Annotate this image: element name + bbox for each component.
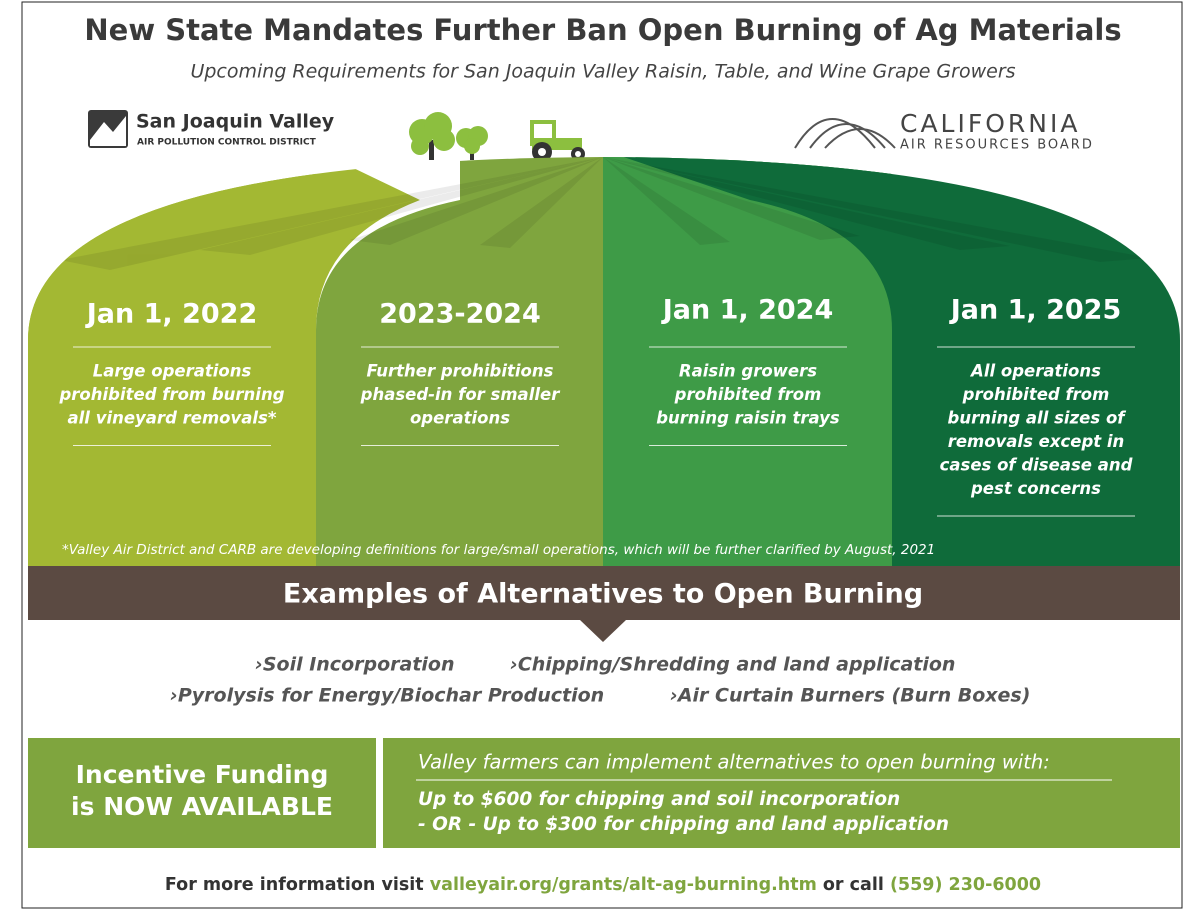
column-text: All operations [969,362,1101,381]
footnote: *Valley Air District and CARB are develo… [62,542,935,558]
column-text: Raisin growers [679,362,817,381]
field [28,157,1180,566]
alt-item: ›Pyrolysis for Energy/Biochar Production [170,685,604,707]
footer-link[interactable]: valleyair.org/grants/alt-ag-burning.htm [430,875,817,895]
column-text: removals except in [948,432,1125,451]
column-text: Large operations [93,362,252,381]
column-text: prohibited from [962,385,1110,404]
column-text: cases of disease and [940,456,1133,475]
offer-box [383,738,1180,848]
column-date: Jan 1, 2024 [661,295,833,326]
trees-tractor [409,112,585,162]
offer: Up to $600 for chipping and soil incorpo… [418,789,900,810]
column-text: prohibited from [674,385,822,404]
footer: For more information visit valleyair.org… [165,875,1041,895]
funding-box [28,738,376,848]
alt-item: ›Air Curtain Burners (Burn Boxes) [670,685,1030,707]
funding-headline: Incentive Funding [76,760,329,789]
column-text: Further prohibitions [367,362,554,381]
funding-intro: Valley farmers can implement alternative… [418,751,1050,774]
banner [28,566,1180,620]
column-date: Jan 1, 2022 [85,299,257,330]
sjv-logo: San Joaquin Valley AIR POLLUTION CONTROL… [88,110,335,148]
logo-sub: AIR RESOURCES BOARD [900,138,1094,153]
frame [21,1,1183,909]
column-text: burning raisin trays [656,409,840,428]
carb-logo: CALIFORNIA AIR RESOURCES BOARD [794,109,1094,153]
footer-phone: (559) 230-6000 [890,875,1041,895]
column-text: phased-in for smaller [360,385,561,404]
logo-sub: AIR POLLUTION CONTROL DISTRICT [137,138,317,148]
column-text: burning all sizes of [948,409,1127,428]
column-text: prohibited from burning [58,385,284,404]
column-text: pest concerns [970,479,1101,498]
column-text: operations [410,409,510,428]
footer-text: For more information visit [165,875,430,895]
column-date: 2023-2024 [379,299,541,330]
title: New State Mandates Further Ban Open Burn… [84,13,1121,47]
alt-item: ›Soil Incorporation [255,654,455,676]
funding-headline: is NOW AVAILABLE [71,792,333,821]
column-date: Jan 1, 2025 [949,295,1121,326]
logo-name: San Joaquin Valley [136,111,335,133]
footer-text: or call [817,875,890,895]
subtitle: Upcoming Requirements for San Joaquin Va… [190,61,1015,83]
banner-title: Examples of Alternatives to Open Burning [283,579,923,610]
column-text: all vineyard removals* [68,409,277,428]
alt-item: ›Chipping/Shredding and land application [510,654,955,676]
offer: - OR - Up to $300 for chipping and land … [418,814,949,835]
alternatives: ›Soil Incorporation ›Chipping/Shredding … [170,654,1030,707]
logo-name: CALIFORNIA [900,109,1080,138]
timeline: Jan 1, 2022 Large operations prohibited fr… [58,295,1135,517]
banner-pointer [580,620,626,642]
